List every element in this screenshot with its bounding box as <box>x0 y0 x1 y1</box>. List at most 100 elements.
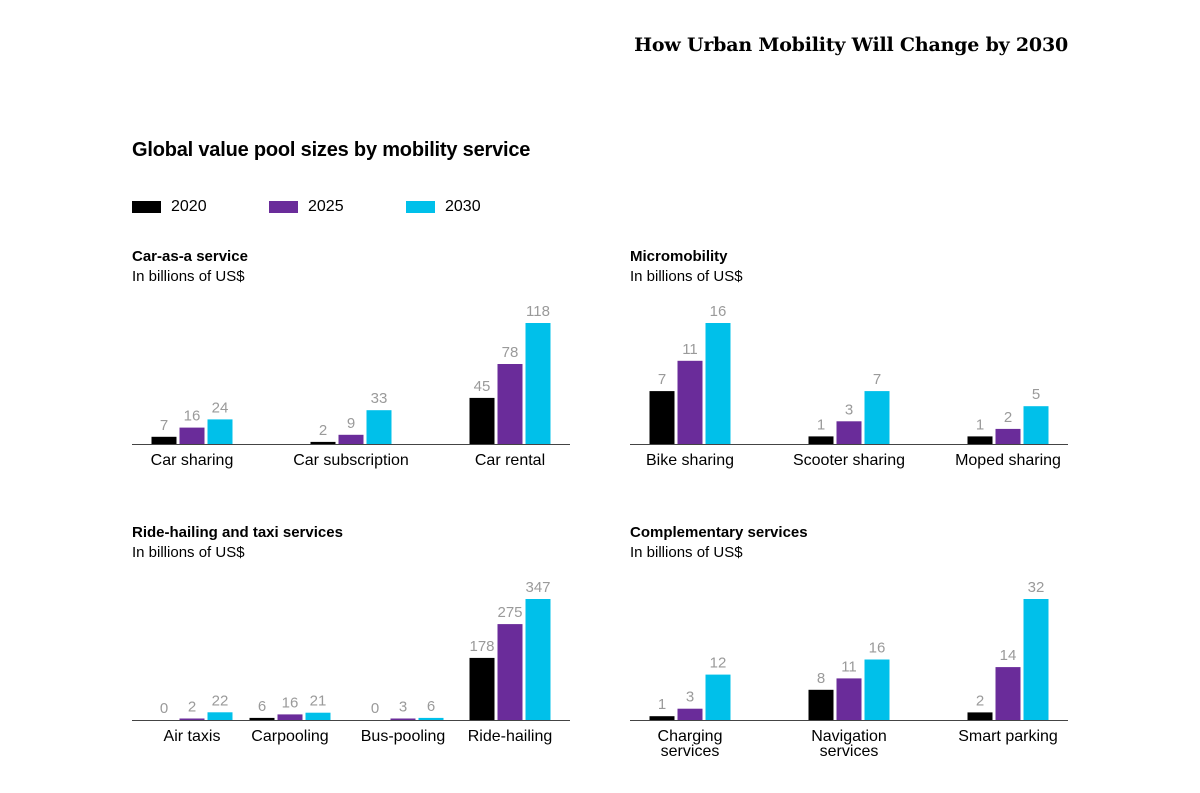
panel-title-ride-hailing: Ride-hailing and taxi services <box>132 524 343 541</box>
data-label: 2 <box>319 422 327 439</box>
bar <box>366 410 392 444</box>
bar <box>808 689 834 721</box>
data-label: 5 <box>1032 386 1040 403</box>
data-label: 16 <box>184 408 201 425</box>
legend-swatch-2020 <box>132 201 161 213</box>
data-label: 118 <box>526 303 550 320</box>
data-label: 0 <box>371 700 379 717</box>
data-label: 7 <box>160 417 168 434</box>
legend-label: 2020 <box>171 198 207 215</box>
data-label: 178 <box>469 638 494 655</box>
bar <box>179 718 205 720</box>
bar <box>497 364 523 444</box>
category-label: Bus-pooling <box>361 728 446 745</box>
page-title: How Urban Mobility Will Change by 2030 <box>634 34 1068 56</box>
category-label: Car subscription <box>293 452 409 469</box>
data-label: 1 <box>976 416 984 433</box>
bar <box>836 421 862 444</box>
data-label: 1 <box>817 416 825 433</box>
category-label: Charging <box>658 728 723 745</box>
bar <box>525 323 551 444</box>
data-label: 1 <box>658 696 666 713</box>
bar <box>836 678 862 720</box>
data-label: 22 <box>212 692 229 709</box>
data-label: 0 <box>160 700 168 717</box>
category-label: Car rental <box>475 452 545 469</box>
data-label: 16 <box>869 640 886 657</box>
bar <box>1023 406 1049 444</box>
category-label: services <box>820 743 879 760</box>
bar <box>179 427 205 444</box>
data-label: 9 <box>347 415 355 432</box>
data-label: 16 <box>282 694 299 711</box>
bar <box>305 712 331 720</box>
category-label: Moped sharing <box>955 452 1061 469</box>
data-label: 275 <box>497 604 522 621</box>
data-label: 2 <box>976 692 984 709</box>
data-label: 2 <box>188 699 196 716</box>
legend-swatch-2025 <box>269 201 298 213</box>
category-label: Smart parking <box>958 728 1058 745</box>
bar <box>338 434 364 444</box>
bar <box>525 599 551 720</box>
bar <box>649 716 675 720</box>
panel-title-complementary-services: Complementary services <box>630 524 808 541</box>
bar <box>705 674 731 720</box>
panel-subtitle-ride-hailing: In billions of US$ <box>132 544 245 561</box>
bar <box>995 428 1021 444</box>
category-label: services <box>661 743 720 760</box>
legend: 2020 2025 2030 <box>132 197 552 219</box>
bar <box>497 624 523 720</box>
bar <box>390 718 416 720</box>
panel-subtitle-car-as-a-service: In billions of US$ <box>132 268 245 285</box>
legend-label: 2030 <box>445 198 481 215</box>
data-label: 14 <box>1000 647 1017 664</box>
bar <box>967 712 993 720</box>
category-label: Bike sharing <box>646 452 734 469</box>
bar <box>967 436 993 444</box>
panel-title-car-as-a-service: Car-as-a service <box>132 248 248 265</box>
data-label: 3 <box>399 699 407 716</box>
data-label: 24 <box>212 399 229 416</box>
data-label: 33 <box>371 390 388 407</box>
bar <box>995 667 1021 720</box>
category-label: Carpooling <box>251 728 328 745</box>
data-label: 11 <box>682 341 698 358</box>
bar <box>677 360 703 444</box>
bar <box>864 659 890 720</box>
chart-panel-1: 7 11 16 Bike sharing 1 3 7 Scooter sharing 1 2 5 Mo… <box>630 303 1068 469</box>
bar <box>310 441 336 444</box>
data-label: 21 <box>310 693 327 710</box>
data-label: 347 <box>525 579 550 596</box>
chart-main-title: Global value pool sizes by mobility serv… <box>132 139 531 161</box>
bar <box>469 397 495 444</box>
data-label: 32 <box>1028 579 1045 596</box>
legend-label: 2025 <box>308 198 344 215</box>
panel-subtitle-complementary-services: In billions of US$ <box>630 544 743 561</box>
data-label: 16 <box>710 303 727 320</box>
data-label: 7 <box>658 371 666 388</box>
panel-subtitle-micromobility: In billions of US$ <box>630 268 743 285</box>
data-label: 8 <box>817 670 825 687</box>
data-label: 3 <box>686 689 694 706</box>
chart-panel-0: 7 16 24 Car sharing 2 9 33 Car subscription 45 78… <box>132 303 570 469</box>
category-label: Scooter sharing <box>793 452 905 469</box>
data-label: 2 <box>1004 409 1012 426</box>
data-label: 6 <box>258 698 266 715</box>
bar <box>677 708 703 720</box>
category-label: Ride-hailing <box>468 728 553 745</box>
data-label: 7 <box>873 371 881 388</box>
bar <box>808 436 834 444</box>
legend-item-2025: 2025 <box>269 197 344 217</box>
data-label: 45 <box>474 378 491 395</box>
bar <box>705 323 731 444</box>
bar <box>469 657 495 720</box>
category-label: Air taxis <box>164 728 221 745</box>
bar <box>277 714 303 720</box>
legend-item-2030: 2030 <box>406 197 481 217</box>
data-label: 78 <box>502 344 519 361</box>
bar <box>864 391 890 444</box>
data-label: 12 <box>710 655 727 672</box>
